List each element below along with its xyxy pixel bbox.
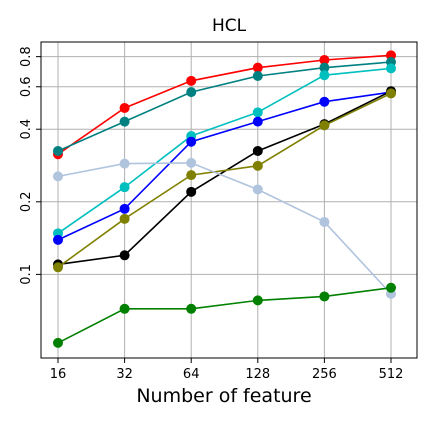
- series-7-point: [53, 337, 63, 348]
- series-1-point: [319, 62, 330, 73]
- series-7-point: [319, 291, 330, 302]
- series-2-point: [386, 63, 396, 74]
- series-5-point: [53, 262, 63, 273]
- series-7-point: [186, 303, 197, 314]
- series-6-point: [119, 158, 130, 169]
- series-5-point: [186, 170, 197, 181]
- series-group: [53, 50, 396, 348]
- series-line-1: [57, 61, 392, 152]
- y-tick-label: 0.2: [19, 191, 34, 212]
- series-line-7: [57, 287, 392, 344]
- series-4-point: [252, 145, 263, 156]
- series-line-5: [57, 92, 392, 268]
- x-axis-label: Number of feature: [136, 385, 311, 407]
- x-tick-label: 128: [245, 367, 270, 382]
- series-line-6: [57, 162, 392, 295]
- series-2-point: [252, 107, 263, 118]
- series-0-point: [319, 54, 330, 65]
- series-7-point: [252, 295, 263, 306]
- series-5-point: [386, 88, 396, 99]
- x-tick-label: 512: [379, 367, 404, 382]
- y-tick-label: 0.6: [19, 76, 34, 97]
- series-5-point: [319, 120, 330, 131]
- series-5-point: [119, 213, 130, 224]
- series-7-point: [119, 303, 130, 314]
- series-3-point: [252, 116, 263, 127]
- y-axis-ticks: 0.1 0.2 0.4 0.6 0.8: [19, 46, 41, 285]
- series-3-point: [119, 203, 130, 214]
- series-1-point: [252, 70, 263, 81]
- y-tick-label: 0.8: [19, 46, 34, 67]
- series-5-point: [252, 160, 263, 171]
- series-4-point: [186, 186, 197, 197]
- x-tick-label: 256: [312, 367, 337, 382]
- series-line-3: [57, 91, 392, 241]
- y-tick-label: 0.1: [19, 264, 34, 285]
- series-2-point: [119, 182, 130, 193]
- x-axis-ticks: 16 32 64 128 256 512: [50, 358, 404, 382]
- chart-title: HCL: [212, 16, 247, 36]
- series-0-point: [252, 62, 263, 73]
- series-1-point: [119, 116, 130, 127]
- y-tick-label: 0.4: [19, 119, 34, 140]
- series-3-point: [186, 136, 197, 147]
- series-3-point: [53, 234, 63, 245]
- series-6-point: [319, 216, 330, 227]
- series-4-point: [119, 250, 130, 261]
- series-6-point: [252, 184, 263, 195]
- series-7-point: [386, 282, 396, 293]
- plot-frame: [40, 41, 418, 359]
- series-2-point: [319, 70, 330, 81]
- series-6-point: [186, 157, 197, 168]
- series-1-point: [53, 145, 63, 156]
- series-6-point: [53, 171, 63, 182]
- series-line-2: [57, 67, 392, 234]
- series-0-point: [186, 75, 197, 86]
- series-line-4: [57, 90, 392, 266]
- x-tick-label: 16: [50, 367, 67, 382]
- series-3-point: [319, 96, 330, 107]
- series-1-point: [186, 87, 197, 98]
- series-line-0: [57, 54, 392, 155]
- series-0-point: [119, 102, 130, 113]
- x-tick-label: 64: [183, 367, 200, 382]
- x-tick-label: 32: [116, 367, 133, 382]
- grid: [41, 42, 417, 358]
